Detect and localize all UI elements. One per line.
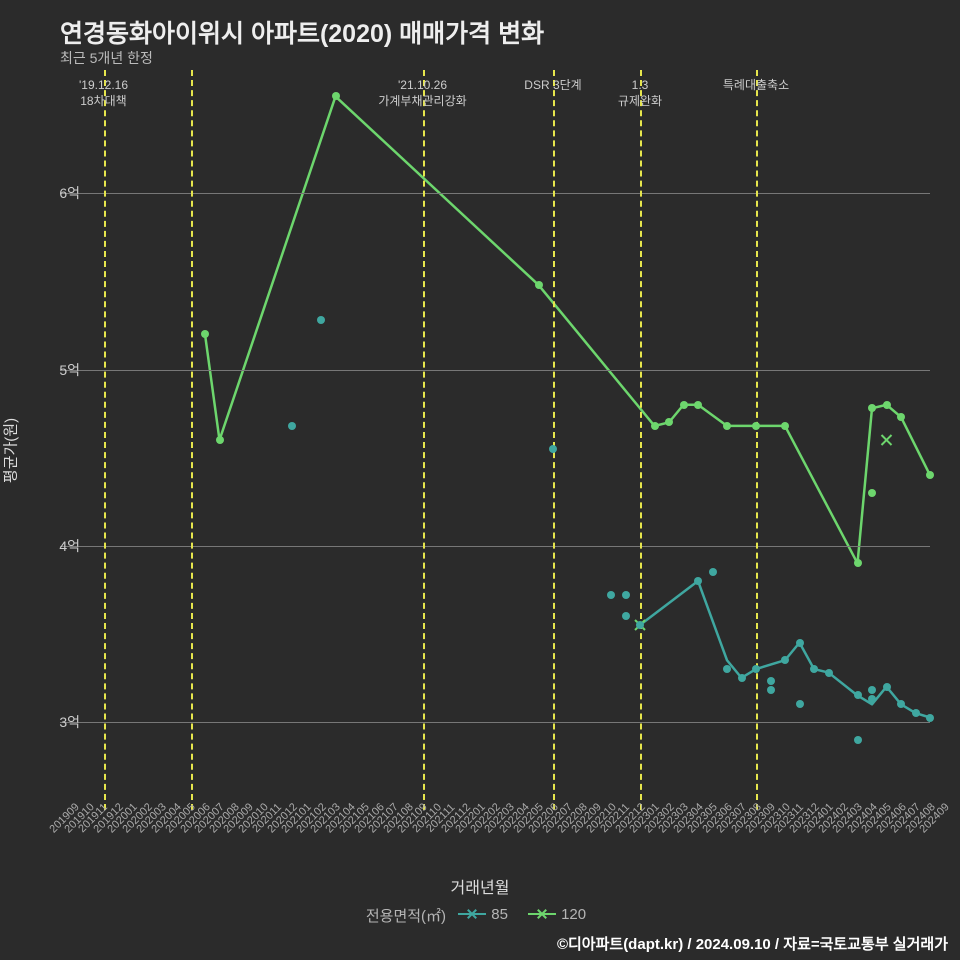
- policy-vline: [756, 70, 758, 810]
- data-point: [767, 686, 775, 694]
- data-point: [723, 422, 731, 430]
- data-point: [622, 612, 630, 620]
- policy-vline: [553, 70, 555, 810]
- data-point: [752, 422, 760, 430]
- policy-vline: [191, 70, 193, 810]
- data-point: [288, 422, 296, 430]
- policy-vline: [104, 70, 106, 810]
- data-point: [781, 656, 789, 664]
- legend-marker-120: [528, 907, 556, 921]
- policy-vline-label: '21.10.26 가계부채관리강화: [378, 78, 466, 109]
- data-point: [926, 471, 934, 479]
- data-point: [767, 677, 775, 685]
- policy-vline: [423, 70, 425, 810]
- data-point: [854, 736, 862, 744]
- data-point: [709, 568, 717, 576]
- data-point: [926, 714, 934, 722]
- y-tick-label: 3억: [35, 712, 80, 732]
- data-point: [738, 674, 746, 682]
- data-point: [723, 665, 731, 673]
- data-point: [752, 665, 760, 673]
- data-point: [680, 401, 688, 409]
- data-point: [868, 686, 876, 694]
- data-point: [549, 445, 557, 453]
- plot-area: [60, 70, 930, 810]
- data-point: [854, 691, 862, 699]
- data-point: [810, 665, 818, 673]
- data-point: [883, 683, 891, 691]
- data-point: [912, 709, 920, 717]
- series-line-85: [640, 581, 930, 718]
- data-point: [694, 401, 702, 409]
- data-point: [825, 669, 833, 677]
- legend-title: 전용면적(㎡): [366, 908, 446, 925]
- credit-text: ©디아파트(dapt.kr) / 2024.09.10 / 자료=국토교통부 실…: [557, 933, 948, 954]
- legend-label-120: 120: [561, 906, 586, 923]
- policy-vline-label: 1.3 규제완화: [618, 78, 662, 109]
- data-point: [868, 404, 876, 412]
- y-tick-label: 5억: [35, 360, 80, 380]
- chart-subtitle: 최근 5개년 한정: [60, 48, 153, 68]
- data-point: [781, 422, 789, 430]
- legend-item-85: 85: [458, 906, 508, 923]
- y-axis-label: 평균가(원): [0, 418, 21, 483]
- data-point: [897, 700, 905, 708]
- data-point: [897, 413, 905, 421]
- data-point: [216, 436, 224, 444]
- data-point: [651, 422, 659, 430]
- legend: 전용면적(㎡) 85 120: [0, 905, 960, 926]
- policy-vline: [640, 70, 642, 810]
- data-point: [317, 316, 325, 324]
- data-point: [607, 591, 615, 599]
- y-tick-label: 4억: [35, 536, 80, 556]
- policy-vline-label: 특례대출축소: [723, 78, 789, 94]
- series-line-120: [205, 96, 930, 563]
- data-point: [201, 330, 209, 338]
- data-point: [694, 577, 702, 585]
- data-point: [868, 695, 876, 703]
- legend-marker-85: [458, 907, 486, 921]
- chart-container: 연경동화아이위시 아파트(2020) 매매가격 변화 최근 5개년 한정 평균가…: [0, 0, 960, 960]
- x-axis-label: 거래년월: [0, 874, 960, 898]
- data-point: [854, 559, 862, 567]
- data-point: [636, 621, 644, 629]
- data-point: [868, 489, 876, 497]
- policy-vline-label: '19.12.16 18차대책: [79, 78, 128, 109]
- policy-vline-label: DSR 3단계: [524, 78, 581, 94]
- chart-title: 연경동화아이위시 아파트(2020) 매매가격 변화: [60, 14, 544, 50]
- y-tick-label: 6억: [35, 183, 80, 203]
- data-point: [665, 418, 673, 426]
- data-point: [796, 700, 804, 708]
- data-point: [535, 281, 543, 289]
- x-marker: [882, 435, 892, 445]
- data-point: [796, 639, 804, 647]
- data-point: [883, 401, 891, 409]
- data-point: [622, 591, 630, 599]
- legend-item-120: 120: [528, 906, 586, 923]
- legend-label-85: 85: [491, 906, 508, 923]
- data-point: [332, 92, 340, 100]
